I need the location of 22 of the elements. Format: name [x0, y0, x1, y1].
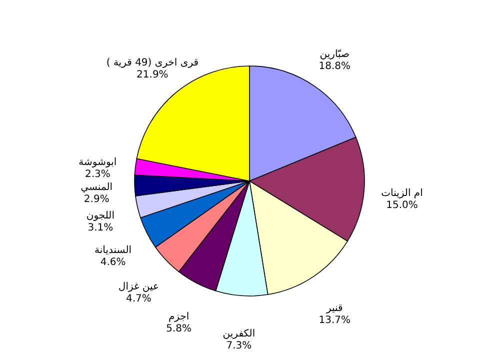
slice-label: اجزم: [168, 312, 190, 323]
slice-label: ام الزينات: [381, 188, 423, 200]
slice-label: ابوشوشة: [78, 157, 117, 168]
slice-label: قرى اخرى (49 قرية ): [106, 58, 199, 69]
slice-label: قنير: [325, 303, 344, 314]
data-label: 7.3%: [226, 340, 252, 352]
slice-label: صبّارين: [320, 48, 350, 60]
data-label: 2.9%: [84, 194, 110, 205]
slice-label: المنسي: [80, 182, 113, 193]
data-label: 15.0%: [386, 200, 418, 212]
slice-label: اللجون: [86, 210, 114, 222]
data-label: 21.9%: [136, 70, 168, 81]
slice-label: عين غزال: [118, 282, 160, 293]
data-label: 18.8%: [318, 60, 351, 72]
data-label: 2.3%: [84, 169, 110, 180]
slice-label: الكفرين: [222, 328, 256, 340]
data-label: 13.7%: [318, 315, 351, 326]
data-label: 4.7%: [126, 294, 152, 305]
data-label: 3.1%: [88, 222, 114, 234]
data-label: 5.8%: [166, 324, 192, 335]
slice-label: السنديانة: [94, 245, 132, 256]
data-label: 4.6%: [100, 257, 126, 268]
